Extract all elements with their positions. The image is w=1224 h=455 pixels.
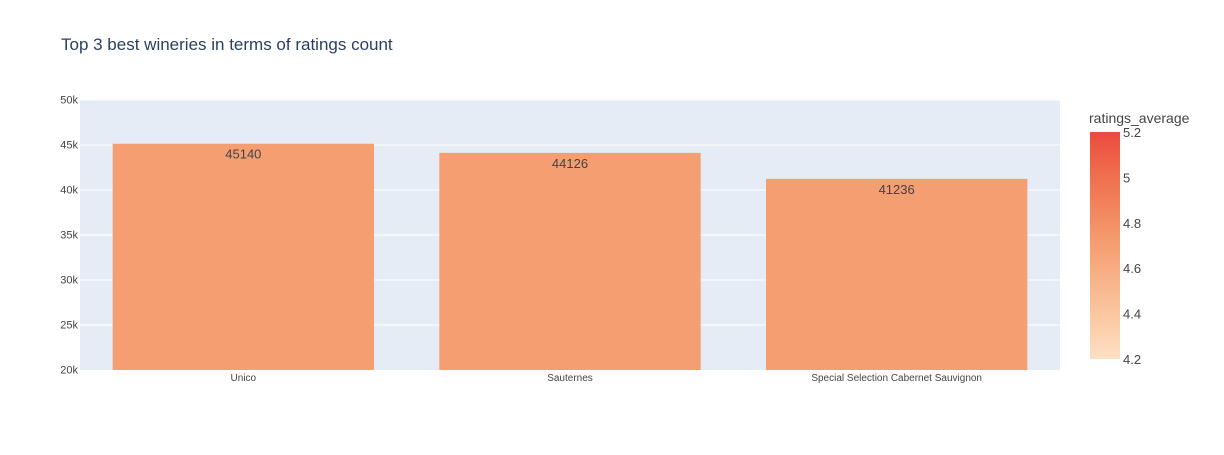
colorbar-title: ratings_average xyxy=(1089,110,1190,126)
bar-data-label: 45140 xyxy=(225,147,261,162)
y-tick-label: 40k xyxy=(60,185,78,197)
colorbar-tick-label: 4.2 xyxy=(1123,352,1141,367)
colorbar-tick-label: 4.8 xyxy=(1123,216,1141,231)
colorbar xyxy=(1090,132,1120,359)
bars: 45140 44126 41236 xyxy=(112,143,1028,370)
bar-data-label: 41236 xyxy=(879,182,915,197)
chart-title: Top 3 best wineries in terms of ratings … xyxy=(61,35,393,54)
y-tick-label: 45k xyxy=(60,140,78,152)
bar xyxy=(766,178,1028,370)
y-tick-label: 50k xyxy=(60,95,78,107)
colorbar-tick-label: 4.6 xyxy=(1123,261,1141,276)
colorbar-tick-label: 5 xyxy=(1123,170,1130,185)
x-axis-ticks: Unico Sauternes Special Selection Cabernet… xyxy=(231,373,982,384)
x-tick-label: Sauternes xyxy=(547,373,593,384)
y-tick-label: 30k xyxy=(60,275,78,287)
x-tick-label: Special Selection Cabernet Sauvignon xyxy=(811,373,982,384)
bar xyxy=(439,152,701,370)
colorbar-tick-label: 4.4 xyxy=(1123,307,1141,322)
colorbar-ticks: 4.2 4.4 4.6 4.8 5 5.2 xyxy=(1123,125,1141,367)
bar-data-label: 44126 xyxy=(552,156,588,171)
x-tick-label: Unico xyxy=(231,373,257,384)
colorbar-tick-label: 5.2 xyxy=(1123,125,1141,140)
y-axis-ticks: 20k 25k 30k 35k 40k 45k 50k xyxy=(60,95,78,377)
y-tick-label: 35k xyxy=(60,230,78,242)
y-tick-label: 20k xyxy=(60,365,78,377)
y-tick-label: 25k xyxy=(60,320,78,332)
bar xyxy=(112,143,375,370)
